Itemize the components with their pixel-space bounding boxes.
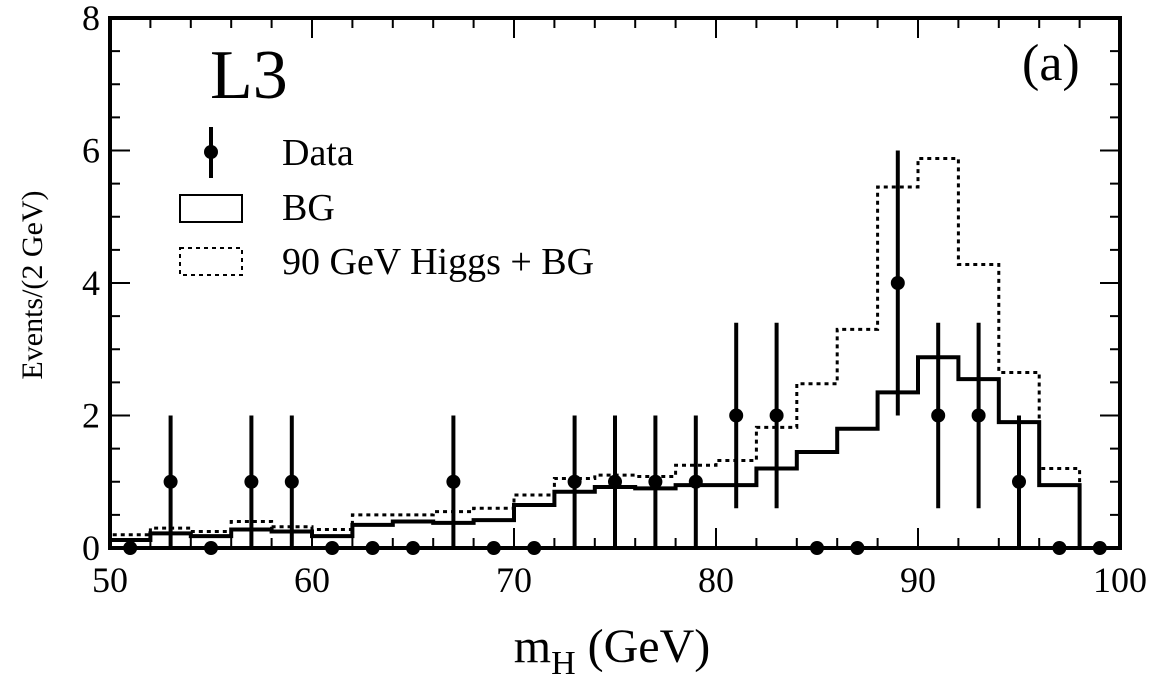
data-point <box>527 541 542 555</box>
data-point <box>688 474 703 489</box>
legend-data-symbol <box>204 127 218 178</box>
data-point <box>769 408 784 423</box>
x-tick-label: 80 <box>698 560 734 600</box>
legend-bg-label: BG <box>282 187 335 229</box>
data-point <box>446 474 461 489</box>
legend-signal-symbol <box>179 247 243 276</box>
data-point <box>325 541 340 555</box>
data-point <box>204 541 218 555</box>
axis-ticks <box>109 17 1121 549</box>
x-axis-label: mH (GeV) <box>514 620 711 677</box>
y-tick-label: 4 <box>82 263 100 303</box>
data-point <box>648 474 663 489</box>
data-point <box>971 408 986 423</box>
data-point <box>1092 541 1107 555</box>
legend: Data BG 90 GeV Higgs + BG <box>179 127 594 283</box>
y-tick-label: 6 <box>82 131 100 171</box>
y-tick-label: 0 <box>82 528 100 568</box>
data-point <box>486 541 501 555</box>
data-point <box>1012 474 1026 489</box>
data-point <box>163 474 178 489</box>
data-point <box>567 474 582 489</box>
y-tick-label: 2 <box>82 396 100 436</box>
data-point <box>406 541 420 555</box>
x-tick-label: 100 <box>1093 560 1147 600</box>
legend-data-label: Data <box>282 132 354 174</box>
data-point <box>890 276 905 290</box>
y-axis-label: Events/(2 GeV) <box>16 190 49 379</box>
data-point <box>123 541 138 555</box>
data-points <box>123 150 1107 555</box>
data-point <box>365 541 380 555</box>
x-axis-label-main: m <box>514 620 551 673</box>
data-point <box>284 474 299 489</box>
legend-signal-label: 90 GeV Higgs + BG <box>282 241 594 283</box>
x-tick-label: 70 <box>496 560 532 600</box>
x-tick-label: 90 <box>900 560 936 600</box>
data-point <box>608 474 622 489</box>
data-point <box>931 408 946 423</box>
bg-histogram <box>108 355 1120 550</box>
x-tick-label: 60 <box>294 560 330 600</box>
x-tick-label: 50 <box>92 560 128 600</box>
x-axis-label-unit: (GeV) <box>576 620 711 673</box>
legend-bg-symbol <box>179 194 243 223</box>
data-point <box>810 541 824 555</box>
data-point <box>850 541 865 555</box>
y-tick-label: 8 <box>82 0 100 38</box>
tick-labels: 50 60 70 80 90 100 0 2 4 6 8 <box>82 0 1147 600</box>
x-axis-label-sub: H <box>551 645 576 677</box>
data-point <box>1052 541 1067 555</box>
data-point <box>244 474 259 489</box>
panel-label: (a) <box>1022 35 1080 92</box>
data-point <box>729 408 744 423</box>
experiment-label: L3 <box>210 37 288 114</box>
